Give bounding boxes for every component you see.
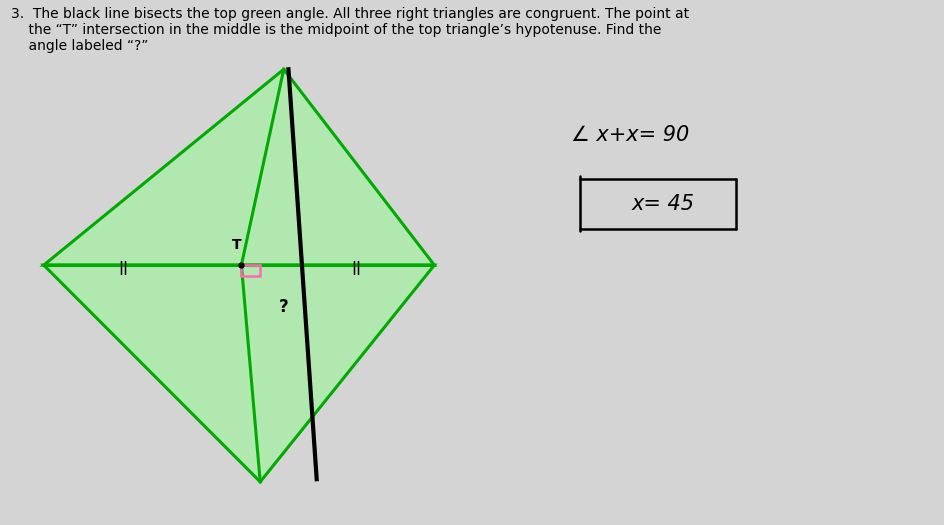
Polygon shape xyxy=(43,69,434,265)
Text: ||: || xyxy=(352,261,362,275)
Polygon shape xyxy=(43,265,434,482)
Text: x= 45: x= 45 xyxy=(632,194,694,214)
Text: ?: ? xyxy=(278,298,289,316)
Text: 3.  The black line bisects the top green angle. All three right triangles are co: 3. The black line bisects the top green … xyxy=(10,7,689,53)
Text: T: T xyxy=(232,238,242,253)
Text: ∠ x+x= 90: ∠ x+x= 90 xyxy=(571,124,689,144)
Text: ||: || xyxy=(119,261,128,275)
